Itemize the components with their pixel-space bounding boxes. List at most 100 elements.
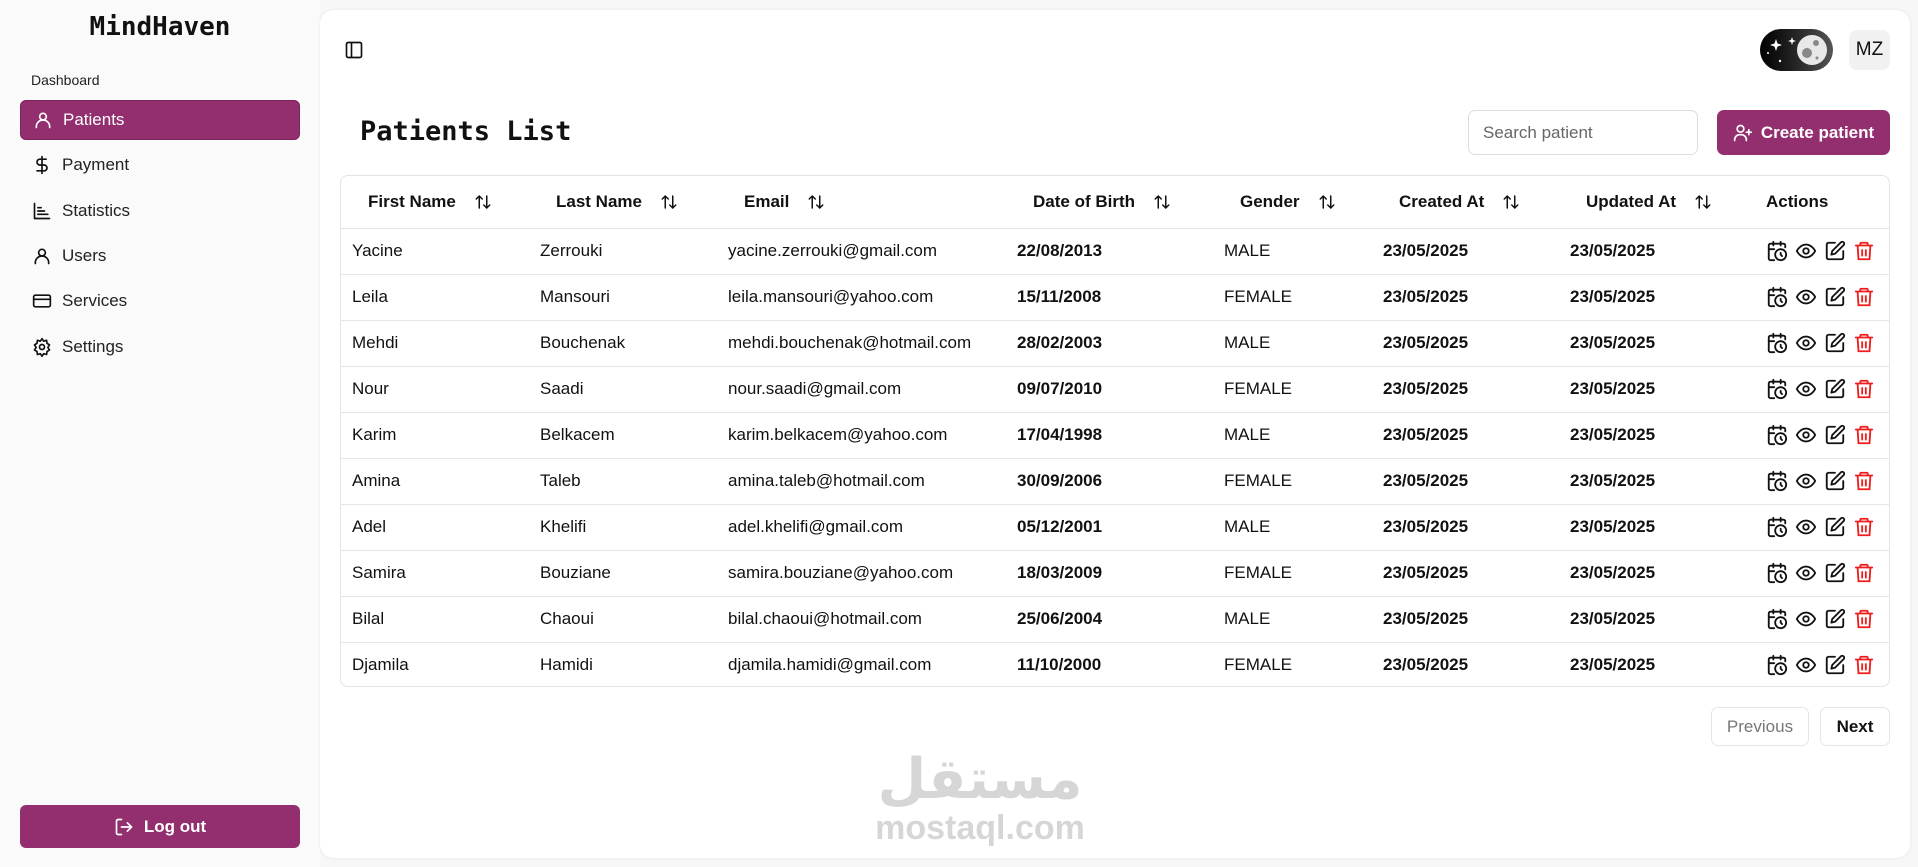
view-icon[interactable]: [1795, 516, 1817, 538]
cell-created-at: 23/05/2025: [1383, 655, 1469, 675]
sidebar-item-label: Payment: [62, 155, 130, 175]
cell-created-at: 23/05/2025: [1372, 274, 1559, 321]
cell-date-of-birth: 09/07/2010: [1006, 366, 1213, 413]
table-row: Adel Khelifi adel.khelifi@gmail.com 05/12/2…: [341, 504, 1889, 551]
sort-button[interactable]: Gender: [1224, 192, 1352, 212]
cell-gender: MALE: [1213, 412, 1372, 459]
column-label: Email: [744, 191, 790, 211]
schedule-appointment-icon[interactable]: [1766, 562, 1788, 584]
delete-icon[interactable]: [1853, 562, 1875, 584]
edit-icon[interactable]: [1824, 240, 1846, 262]
create-patient-button[interactable]: Create patient: [1717, 110, 1890, 155]
sidebar-toggle-icon[interactable]: [344, 40, 364, 60]
row-actions: [1766, 378, 1889, 400]
cell-gender: MALE: [1213, 596, 1372, 643]
schedule-appointment-icon[interactable]: [1766, 286, 1788, 308]
sort-button[interactable]: Email: [728, 192, 841, 212]
delete-icon[interactable]: [1853, 608, 1875, 630]
edit-icon[interactable]: [1824, 516, 1846, 538]
cell-actions: [1755, 458, 1889, 505]
edit-icon[interactable]: [1824, 608, 1846, 630]
sidebar-item-settings[interactable]: Settings: [20, 327, 300, 367]
cell-email: nour.saadi@gmail.com: [717, 366, 1006, 413]
table-row: Djamila Hamidi djamila.hamidi@gmail.com 11/…: [341, 642, 1889, 686]
edit-icon[interactable]: [1824, 470, 1846, 492]
user-avatar[interactable]: MZ: [1849, 30, 1890, 70]
cell-gender: FEMALE: [1213, 274, 1372, 321]
cell-email: yacine.zerrouki@gmail.com: [717, 228, 1006, 275]
cell-date-of-birth: 25/06/2004: [1006, 596, 1213, 643]
cell-first-name: Mehdi: [341, 320, 529, 367]
previous-page-button[interactable]: Previous: [1711, 707, 1809, 746]
view-icon[interactable]: [1795, 240, 1817, 262]
sort-button[interactable]: Last Name: [540, 192, 694, 212]
dollar-icon: [36, 156, 48, 175]
column-header[interactable]: Updated At: [1559, 176, 1755, 229]
edit-icon[interactable]: [1824, 378, 1846, 400]
sidebar-item-patients[interactable]: Patients: [20, 100, 300, 140]
cell-last-name: Saadi: [529, 366, 717, 413]
delete-icon[interactable]: [1853, 286, 1875, 308]
delete-icon[interactable]: [1853, 516, 1875, 538]
delete-icon[interactable]: [1853, 378, 1875, 400]
search-input[interactable]: [1468, 110, 1698, 155]
sidebar-item-payment[interactable]: Payment: [20, 145, 300, 185]
edit-icon[interactable]: [1824, 424, 1846, 446]
view-icon[interactable]: [1795, 332, 1817, 354]
view-icon[interactable]: [1795, 424, 1817, 446]
column-header[interactable]: Last Name: [529, 176, 717, 229]
view-icon[interactable]: [1795, 378, 1817, 400]
sort-button[interactable]: Date of Birth: [1017, 192, 1187, 212]
sort-icon: [475, 194, 491, 209]
row-actions: [1766, 286, 1889, 308]
schedule-appointment-icon[interactable]: [1766, 424, 1788, 446]
view-icon[interactable]: [1795, 654, 1817, 676]
logout-button[interactable]: Log out: [20, 805, 300, 848]
column-header[interactable]: Date of Birth: [1006, 176, 1213, 229]
gear-icon: [33, 337, 51, 357]
theme-toggle[interactable]: [1760, 29, 1833, 71]
cell-email: karim.belkacem@yahoo.com: [717, 412, 1006, 459]
column-header[interactable]: First Name: [341, 176, 529, 229]
delete-icon[interactable]: [1853, 424, 1875, 446]
sidebar-item-users[interactable]: Users: [20, 236, 300, 276]
schedule-appointment-icon[interactable]: [1766, 332, 1788, 354]
schedule-appointment-icon[interactable]: [1766, 654, 1788, 676]
delete-icon[interactable]: [1853, 654, 1875, 676]
view-icon[interactable]: [1795, 562, 1817, 584]
column-label: Created At: [1399, 191, 1485, 211]
view-icon[interactable]: [1795, 286, 1817, 308]
column-header[interactable]: Email: [717, 176, 1006, 229]
view-icon[interactable]: [1795, 608, 1817, 630]
table-row: Karim Belkacem karim.belkacem@yahoo.com 17/…: [341, 412, 1889, 459]
delete-icon[interactable]: [1853, 240, 1875, 262]
view-icon[interactable]: [1795, 470, 1817, 492]
schedule-appointment-icon[interactable]: [1766, 378, 1788, 400]
cell-email: djamila.hamidi@gmail.com: [728, 655, 932, 675]
next-page-button[interactable]: Next: [1820, 707, 1890, 746]
sort-button[interactable]: First Name: [352, 192, 508, 212]
edit-icon[interactable]: [1824, 654, 1846, 676]
schedule-appointment-icon[interactable]: [1766, 470, 1788, 492]
delete-icon[interactable]: [1853, 332, 1875, 354]
cell-created-at: 23/05/2025: [1372, 412, 1559, 459]
cell-actions: [1755, 320, 1889, 367]
edit-icon[interactable]: [1824, 332, 1846, 354]
edit-icon[interactable]: [1824, 286, 1846, 308]
sort-button[interactable]: Created At: [1383, 192, 1536, 212]
cell-last-name: Khelifi: [529, 504, 717, 551]
watermark: مستقل mostaql.com: [840, 750, 1120, 847]
schedule-appointment-icon[interactable]: [1766, 240, 1788, 262]
edit-icon[interactable]: [1824, 562, 1846, 584]
sort-button[interactable]: Updated At: [1570, 192, 1728, 212]
delete-icon[interactable]: [1853, 470, 1875, 492]
schedule-appointment-icon[interactable]: [1766, 608, 1788, 630]
column-label: First Name: [368, 191, 456, 211]
schedule-appointment-icon[interactable]: [1766, 516, 1788, 538]
sidebar-item-statistics[interactable]: Statistics: [20, 191, 300, 231]
column-header[interactable]: Gender: [1213, 176, 1372, 229]
column-label: Updated At: [1586, 191, 1677, 211]
column-header[interactable]: Created At: [1372, 176, 1559, 229]
sidebar-item-services[interactable]: Services: [20, 281, 300, 321]
row-actions: [1766, 608, 1889, 630]
